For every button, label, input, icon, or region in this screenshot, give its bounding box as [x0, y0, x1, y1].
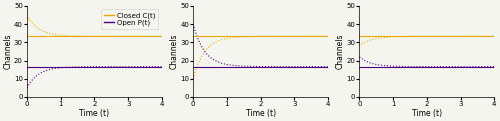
Y-axis label: Channels: Channels: [336, 34, 345, 69]
Y-axis label: Channels: Channels: [170, 34, 178, 69]
Legend: Closed C(t), Open P(t): Closed C(t), Open P(t): [101, 9, 158, 29]
X-axis label: Time (t): Time (t): [80, 109, 110, 117]
X-axis label: Time (t): Time (t): [246, 109, 276, 117]
Y-axis label: Channels: Channels: [4, 34, 13, 69]
X-axis label: Time (t): Time (t): [412, 109, 442, 117]
